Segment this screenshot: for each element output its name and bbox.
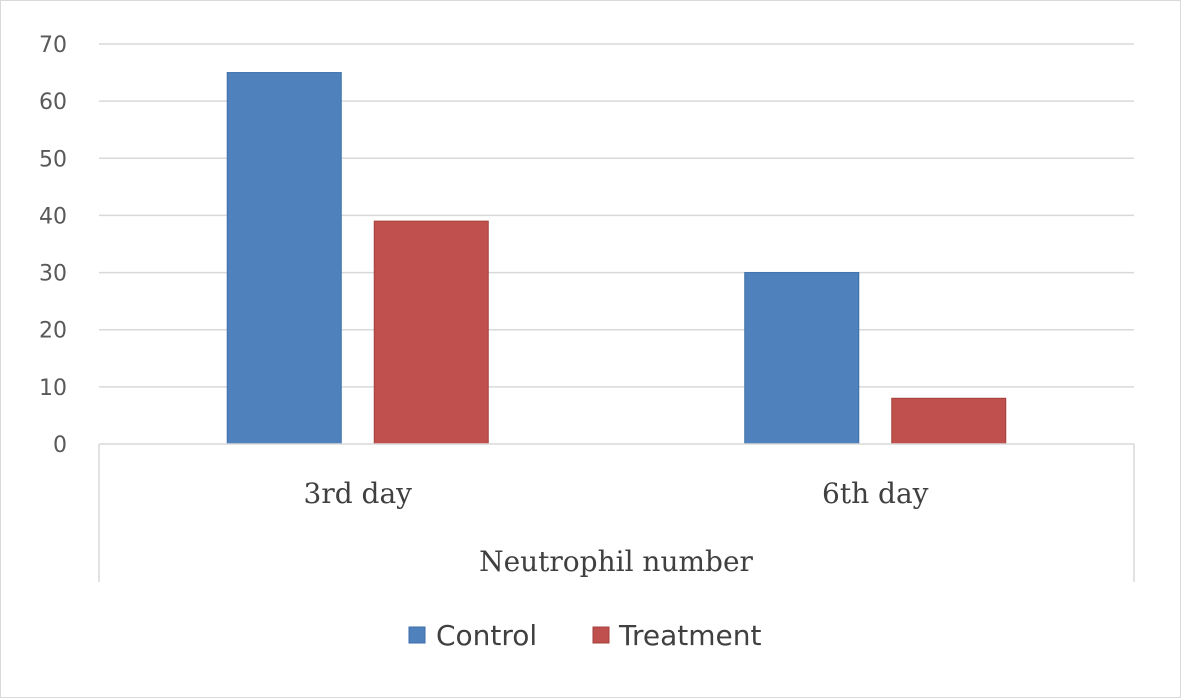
y-tick-label: 60 — [39, 90, 67, 115]
legend-swatch-control — [408, 626, 426, 644]
y-tick-label: 70 — [39, 33, 67, 58]
bar-treatment-6th-day — [891, 397, 1007, 445]
x-axis — [98, 443, 1135, 582]
category-labels: 3rd day 6th day — [304, 477, 929, 510]
y-axis-ticks: 0 10 20 30 40 50 60 70 — [39, 33, 67, 458]
group-label: Neutrophil number — [479, 545, 753, 578]
y-tick-label: 10 — [39, 376, 67, 401]
bars — [226, 72, 1007, 445]
y-tick-label: 40 — [39, 204, 67, 229]
category-label: 6th day — [822, 477, 929, 510]
y-tick-label: 0 — [53, 433, 67, 458]
category-label: 3rd day — [304, 477, 413, 510]
bar-control-3rd-day — [226, 72, 342, 445]
bar-control-6th-day — [744, 272, 860, 445]
y-tick-label: 20 — [39, 319, 67, 344]
legend-label-treatment: Treatment — [618, 619, 761, 652]
bar-treatment-3rd-day — [373, 220, 489, 445]
legend-swatch-treatment — [592, 626, 610, 644]
legend-label-control: Control — [436, 619, 537, 652]
y-tick-label: 30 — [39, 262, 67, 287]
legend: Control Treatment — [408, 619, 761, 652]
y-tick-label: 50 — [39, 147, 67, 172]
